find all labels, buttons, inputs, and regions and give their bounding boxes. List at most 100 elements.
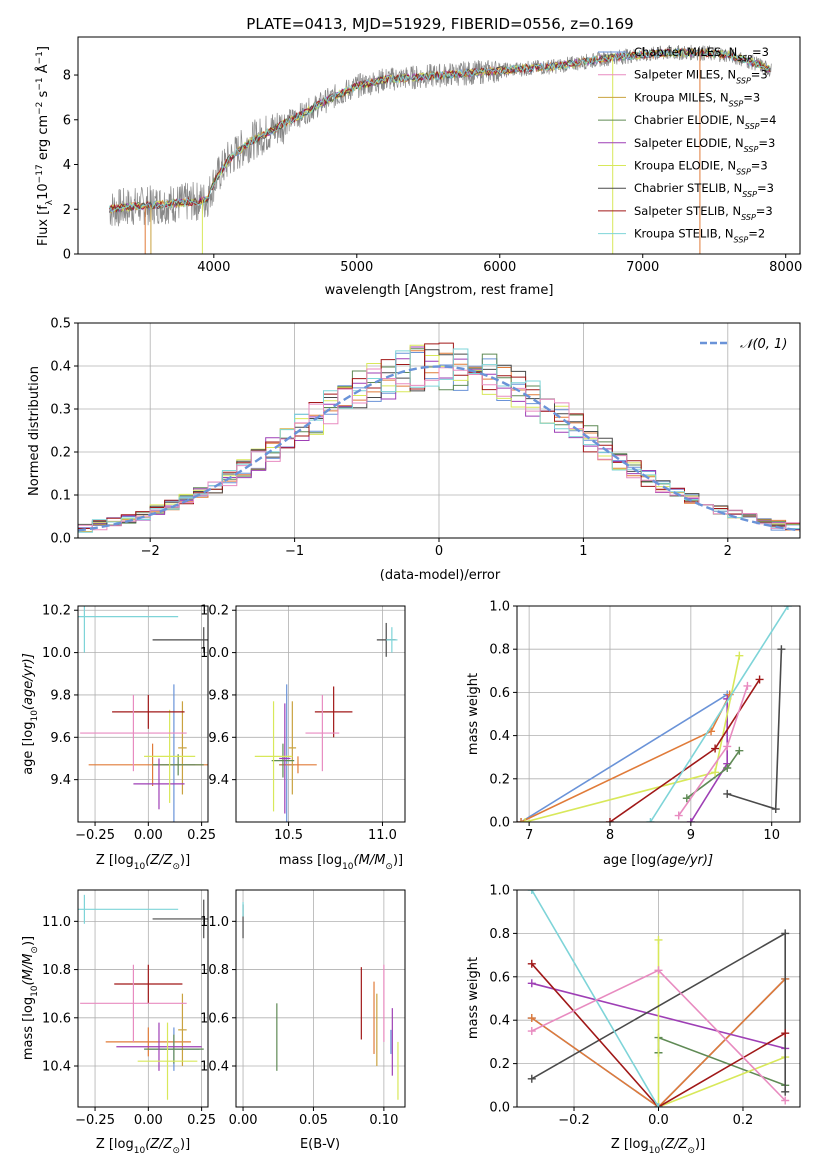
figure-title: PLATE=0413, MJD=51929, FIBERID=0556, z=0… <box>246 15 633 33</box>
y-tick-label: 1.0 <box>489 600 510 615</box>
x-tick-label: 0.00 <box>134 1113 163 1128</box>
marker-point <box>674 811 683 820</box>
subscript: ⊙ <box>172 1146 180 1156</box>
marker-point <box>686 818 695 822</box>
label-part: )] <box>180 1137 190 1152</box>
x-tick-label: 4000 <box>197 260 230 275</box>
subscript: SSP <box>736 76 751 85</box>
spectrum-plot-area <box>109 44 772 254</box>
x-tick-label: 0 <box>435 544 443 559</box>
y-tick-label: 10.6 <box>42 1011 71 1026</box>
marker-point <box>735 746 744 755</box>
x-axis-label: Z [log10(Z/Z⊙)] <box>96 1137 190 1156</box>
mass-weight-vs-Z-panel <box>513 889 801 1111</box>
marker-point <box>527 1014 536 1023</box>
y-tick-label: 0.3 <box>50 403 71 418</box>
legend-label: Chabrier STELIB, NSSP=3 <box>634 181 774 199</box>
label-part: Å <box>35 64 51 77</box>
marker-point <box>781 1096 790 1105</box>
label-part: (age/yr)] <box>21 653 36 710</box>
residuals-panel <box>74 322 801 542</box>
x-tick-label: −2 <box>141 544 160 559</box>
x-axis-label: Z [log10(Z/Z⊙)] <box>611 1137 705 1156</box>
marker-point <box>777 645 786 654</box>
y-tick-label: 0.2 <box>50 446 71 461</box>
axes-frame <box>235 889 406 1108</box>
x-tick-label: 0.00 <box>134 828 163 843</box>
mass-weight-line <box>531 978 786 1107</box>
subscript: SSP <box>744 144 759 153</box>
subscript: 10 <box>134 1146 146 1156</box>
label-part: =3 <box>752 45 769 59</box>
y-axis-label: Flux [fλ10−17 erg cm−2 s−1 Å−1] <box>35 46 55 246</box>
y-tick-label: 0.2 <box>489 772 510 787</box>
age-vs-Z-plot-area <box>78 606 208 822</box>
y-tick-label: 0 <box>63 248 71 263</box>
marker-point <box>735 651 744 660</box>
marker-point <box>517 818 526 822</box>
spectrum-panel <box>74 36 801 258</box>
y-tick-label: 4 <box>63 158 71 173</box>
y-tick-label: 0.0 <box>50 532 71 547</box>
subscript: SSP <box>736 167 751 176</box>
y-tick-label: 1.0 <box>489 884 510 899</box>
axes-frame <box>235 605 406 823</box>
label-part: (M/M <box>354 853 386 868</box>
y-axis-label: age [log10(age/yr)] <box>21 653 40 775</box>
x-tick-label: 9 <box>687 828 695 843</box>
label-part: )] <box>21 936 36 946</box>
mass-weight-vs-age-plot-area <box>517 606 792 822</box>
x-tick-label: −1 <box>285 544 304 559</box>
marker-point <box>723 789 732 798</box>
label-part: )] <box>695 1137 705 1152</box>
x-axis-label: wavelength [Angstrom, rest frame] <box>325 283 554 298</box>
marker-point <box>527 979 536 988</box>
marker-point <box>521 818 530 822</box>
mass-weight-vs-Z-plot-area <box>527 890 790 1107</box>
mass-weight-line <box>686 750 741 799</box>
y-tick-label: 9.6 <box>50 731 71 746</box>
subscript: ⊙ <box>385 862 393 872</box>
y-tick-label: 10.4 <box>200 1060 229 1075</box>
marker-point <box>605 818 614 822</box>
spectrum-model-line <box>109 47 771 213</box>
y-tick-label: 10.0 <box>200 646 229 661</box>
subscript: λ <box>45 199 55 205</box>
x-tick-label: 0.2 <box>733 1113 754 1128</box>
marker-point <box>527 959 536 968</box>
x-axis-label: mass [log10(M/M⊙)] <box>279 853 403 872</box>
x-tick-label: 11.0 <box>368 828 397 843</box>
x-tick-label: 7 <box>525 828 533 843</box>
axes-frame <box>516 889 801 1108</box>
subscript: SSP <box>741 212 756 221</box>
normal-curve <box>78 365 800 532</box>
y-tick-label: 0.4 <box>489 1014 510 1029</box>
superscript: −17 <box>35 164 45 183</box>
superscript: −1 <box>35 77 45 90</box>
marker-point <box>723 742 732 751</box>
x-axis-label: (data-model)/error <box>380 568 501 583</box>
x-tick-label: 1 <box>579 544 587 559</box>
label-part: (Z/Z <box>145 853 173 868</box>
x-tick-label: −0.2 <box>558 1113 590 1128</box>
x-tick-label: 7000 <box>626 260 659 275</box>
x-tick-label: 0.10 <box>369 1113 398 1128</box>
axes-frame <box>77 322 801 539</box>
marker-point <box>654 1103 663 1107</box>
superscript: −1 <box>35 51 45 64</box>
marker-point <box>743 681 752 690</box>
label-part: =4 <box>760 113 777 127</box>
y-tick-label: 0.4 <box>489 729 510 744</box>
y-tick-label: 10.4 <box>42 1060 71 1075</box>
y-tick-label: 11.0 <box>200 915 229 930</box>
x-tick-label: 0.25 <box>187 828 216 843</box>
label-part: erg cm <box>36 115 51 164</box>
x-tick-label: −0.25 <box>75 828 115 843</box>
y-tick-label: 10.0 <box>42 646 71 661</box>
mass-weight-line <box>520 693 728 822</box>
y-tick-label: 0.2 <box>489 1057 510 1072</box>
subscript: SSP <box>742 190 757 199</box>
mass-vs-EBV-panel <box>232 889 406 1111</box>
y-tick-label: 9.8 <box>50 688 71 703</box>
